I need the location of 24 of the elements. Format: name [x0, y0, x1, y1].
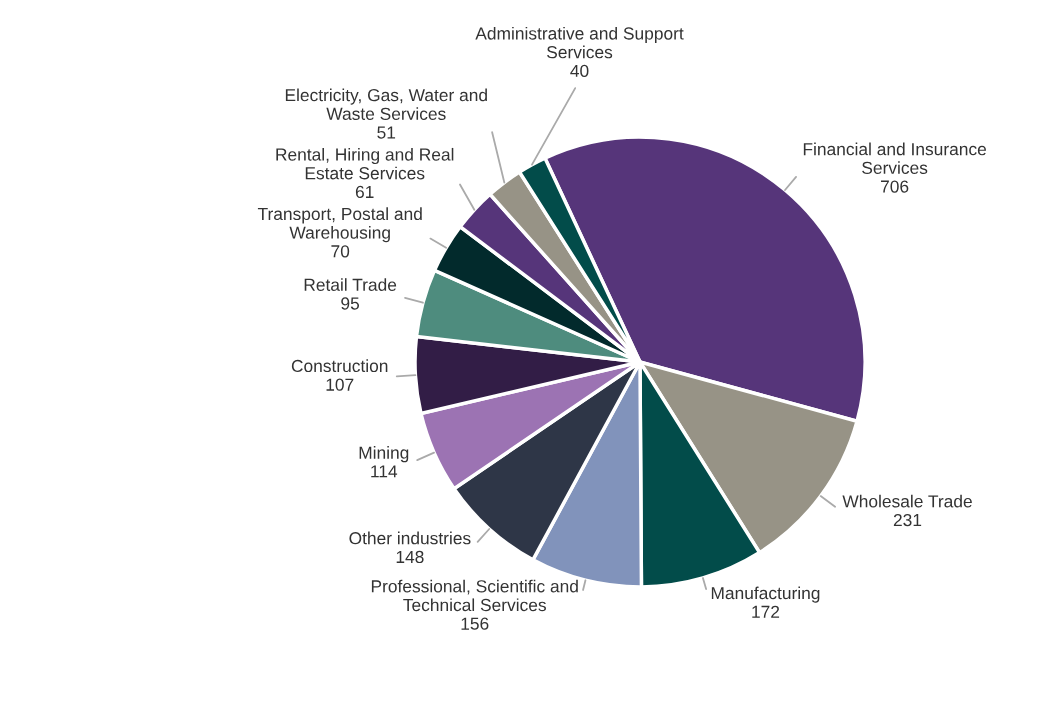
data-label: 70 [331, 245, 350, 258]
data-label: 95 [341, 297, 360, 310]
slice-label: Financial and Insurance Services [803, 142, 986, 174]
slice-label: Transport, Postal and Warehousing [257, 207, 422, 243]
data-label: 107 [326, 378, 354, 391]
data-label: 148 [396, 550, 424, 564]
data-label: 172 [752, 605, 780, 618]
slice-label: Manufacturing [711, 586, 820, 603]
slice-label: Mining [359, 446, 409, 463]
data-label: 706 [881, 180, 909, 193]
data-label: 114 [371, 465, 398, 478]
data-label: 40 [570, 64, 589, 78]
slice-label: Other industries [349, 531, 471, 545]
slice-label: Construction [291, 359, 388, 373]
data-label: 51 [377, 126, 396, 139]
slice-label: Wholesale Trade [842, 494, 972, 508]
data-label: 156 [461, 617, 489, 630]
slice-label: Electricity, Gas, Water and Waste Services [285, 88, 487, 120]
slice-label: Rental, Hiring and Real Estate Services [276, 147, 454, 180]
data-label: 61 [355, 185, 374, 199]
data-label: 231 [893, 513, 922, 527]
slice-label: Retail Trade [304, 278, 397, 291]
slice-label: Administrative and Support Services [475, 26, 684, 59]
slice-label: Professional, Scientific and Technical Services [371, 579, 578, 612]
